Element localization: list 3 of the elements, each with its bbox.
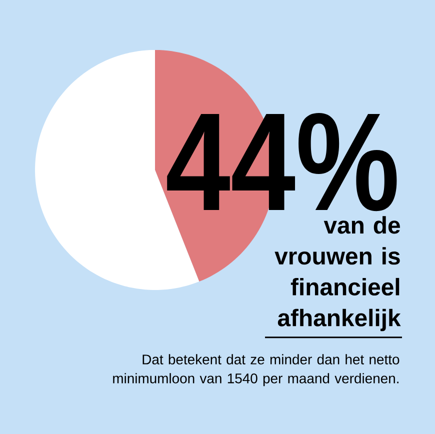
data-label: 44% bbox=[167, 112, 397, 212]
text: Dat betekent dat ze minder dan het netto minimumloon van 1540 per maand verdienen. bbox=[113, 354, 400, 386]
text: van de vrouwen is financieel afhankelijk bbox=[274, 216, 401, 332]
